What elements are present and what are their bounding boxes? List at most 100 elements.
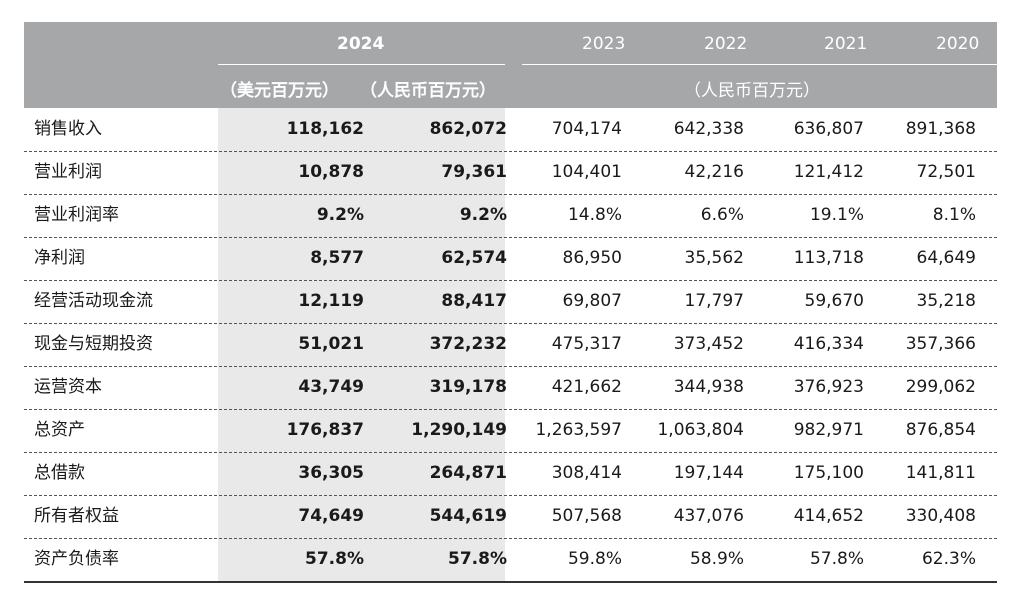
cell-2024-usd: 176,837 [286, 420, 364, 440]
row-divider [24, 538, 997, 539]
cell-2021: 59,670 [804, 291, 864, 311]
table-row: 销售收入 118,162 862,072 704,174 642,338 636… [24, 108, 997, 151]
row-label: 资产负债率 [34, 549, 119, 569]
cell-2022: 35,562 [684, 248, 744, 268]
header-year-2024: 2024 [337, 34, 385, 54]
cell-2024-usd: 43,749 [298, 377, 364, 397]
cell-2022: 17,797 [684, 291, 744, 311]
cell-2024-usd: 9.2% [316, 205, 364, 225]
cell-2024-rmb: 88,417 [441, 291, 507, 311]
cell-2021: 636,807 [793, 119, 864, 139]
cell-2023: 104,401 [551, 162, 622, 182]
cell-2022: 437,076 [673, 506, 744, 526]
cell-2020: 330,408 [905, 506, 976, 526]
row-label: 营业利润 [34, 162, 102, 182]
cell-2021: 416,334 [793, 334, 864, 354]
row-label: 营业利润率 [34, 205, 119, 225]
cell-2022: 1,063,804 [657, 420, 744, 440]
cell-2024-usd: 8,577 [310, 248, 364, 268]
table-row: 资产负债率 57.8% 57.8% 59.8% 58.9% 57.8% 62.3… [24, 538, 997, 581]
cell-2023: 475,317 [551, 334, 622, 354]
cell-2021: 175,100 [793, 463, 864, 483]
cell-2021: 414,652 [793, 506, 864, 526]
cell-2024-usd: 118,162 [286, 119, 364, 139]
row-label: 所有者权益 [34, 506, 119, 526]
cell-2024-usd: 74,649 [298, 506, 364, 526]
cell-2020: 72,501 [916, 162, 976, 182]
header-year-2023: 2023 [582, 34, 626, 54]
header-unit-rmb-prior-years: （人民币百万元） [684, 81, 820, 101]
cell-2021: 121,412 [793, 162, 864, 182]
cell-2021: 19.1% [809, 205, 864, 225]
cell-2024-rmb: 62,574 [441, 248, 507, 268]
row-label: 总借款 [34, 463, 85, 483]
header-year-2021: 2021 [824, 34, 868, 54]
row-divider [24, 323, 997, 324]
table-row: 净利润 8,577 62,574 86,950 35,562 113,718 6… [24, 237, 997, 280]
row-divider [24, 366, 997, 367]
cell-2023: 69,807 [562, 291, 622, 311]
row-label: 经营活动现金流 [34, 291, 153, 311]
cell-2023: 14.8% [567, 205, 622, 225]
row-divider [24, 237, 997, 238]
cell-2023: 86,950 [562, 248, 622, 268]
header-divider-prior-years [522, 64, 997, 65]
row-label: 总资产 [34, 420, 85, 440]
header-unit-rmb: （人民币百万元） [360, 81, 496, 101]
cell-2022: 344,938 [673, 377, 744, 397]
cell-2024-rmb: 862,072 [429, 119, 507, 139]
table-row: 营业利润率 9.2% 9.2% 14.8% 6.6% 19.1% 8.1% [24, 194, 997, 237]
table-row: 营业利润 10,878 79,361 104,401 42,216 121,41… [24, 151, 997, 194]
cell-2024-rmb: 57.8% [448, 549, 507, 569]
cell-2022: 42,216 [684, 162, 744, 182]
cell-2020: 62.3% [921, 549, 976, 569]
table-row: 运营资本 43,749 319,178 421,662 344,938 376,… [24, 366, 997, 409]
header-divider-2024 [218, 64, 505, 65]
row-divider [24, 452, 997, 453]
table-row: 总借款 36,305 264,871 308,414 197,144 175,1… [24, 452, 997, 495]
cell-2024-rmb: 1,290,149 [411, 420, 507, 440]
header-year-2022: 2022 [704, 34, 748, 54]
table-row: 总资产 176,837 1,290,149 1,263,597 1,063,80… [24, 409, 997, 452]
row-label: 运营资本 [34, 377, 102, 397]
row-divider [24, 194, 997, 195]
cell-2022: 58.9% [689, 549, 744, 569]
cell-2020: 357,366 [905, 334, 976, 354]
cell-2022: 373,452 [673, 334, 744, 354]
cell-2021: 982,971 [793, 420, 864, 440]
cell-2022: 6.6% [700, 205, 744, 225]
row-divider [24, 409, 997, 410]
cell-2021: 57.8% [809, 549, 864, 569]
table-header-background [24, 22, 997, 108]
cell-2020: 8.1% [932, 205, 976, 225]
cell-2024-rmb: 79,361 [441, 162, 507, 182]
cell-2023: 308,414 [551, 463, 622, 483]
row-divider [24, 280, 997, 281]
cell-2024-rmb: 544,619 [429, 506, 507, 526]
table-row: 经营活动现金流 12,119 88,417 69,807 17,797 59,6… [24, 280, 997, 323]
cell-2020: 141,811 [905, 463, 976, 483]
cell-2024-usd: 57.8% [305, 549, 364, 569]
cell-2024-usd: 12,119 [298, 291, 364, 311]
cell-2024-rmb: 264,871 [429, 463, 507, 483]
cell-2023: 1,263,597 [535, 420, 622, 440]
table-row: 现金与短期投资 51,021 372,232 475,317 373,452 4… [24, 323, 997, 366]
cell-2022: 197,144 [673, 463, 744, 483]
row-label: 净利润 [34, 248, 85, 268]
cell-2024-rmb: 9.2% [459, 205, 507, 225]
cell-2024-usd: 36,305 [298, 463, 364, 483]
cell-2020: 891,368 [905, 119, 976, 139]
cell-2024-usd: 51,021 [298, 334, 364, 354]
header-unit-usd: （美元百万元） [220, 81, 339, 101]
cell-2022: 642,338 [673, 119, 744, 139]
table-bottom-rule [24, 581, 997, 583]
cell-2021: 113,718 [793, 248, 864, 268]
cell-2020: 64,649 [916, 248, 976, 268]
header-year-2020: 2020 [936, 34, 980, 54]
table-row: 所有者权益 74,649 544,619 507,568 437,076 414… [24, 495, 997, 538]
cell-2020: 299,062 [905, 377, 976, 397]
cell-2023: 421,662 [551, 377, 622, 397]
row-label: 销售收入 [34, 119, 102, 139]
cell-2023: 704,174 [551, 119, 622, 139]
cell-2024-rmb: 319,178 [429, 377, 507, 397]
